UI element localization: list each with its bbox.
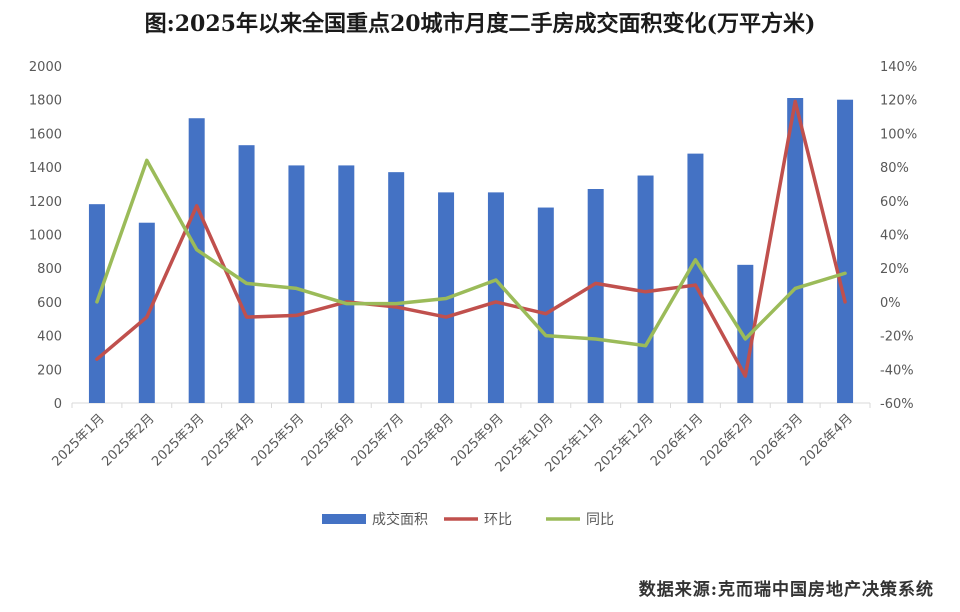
y-left-tick-label: 800 bbox=[37, 262, 62, 277]
axes-group bbox=[71, 402, 871, 408]
y-right-tick-label: -60% bbox=[880, 397, 914, 412]
y-right-tick-label: -40% bbox=[880, 363, 914, 378]
bar bbox=[238, 145, 255, 403]
bar bbox=[687, 153, 704, 403]
x-tick-label: 2026年1月 bbox=[648, 411, 706, 469]
legend: 成交面积 环比 同比 bbox=[322, 511, 614, 528]
x-tick-label: 2025年4月 bbox=[199, 411, 257, 469]
x-tick-label: 2025年5月 bbox=[249, 411, 307, 469]
line-series-同比 bbox=[95, 158, 847, 348]
x-tick-label: 2025年3月 bbox=[149, 411, 207, 469]
x-tick-label: 2026年3月 bbox=[748, 411, 806, 469]
bar bbox=[288, 165, 305, 403]
y-right-tick-label: 80% bbox=[880, 161, 909, 176]
line-series-环比 bbox=[95, 99, 847, 378]
bar bbox=[587, 189, 604, 403]
y-right-tick-label: -20% bbox=[880, 330, 914, 345]
bar-series-group bbox=[88, 98, 854, 404]
y-left-tick-label: 600 bbox=[37, 296, 62, 311]
legend-label: 成交面积 bbox=[372, 511, 428, 528]
bar bbox=[188, 118, 205, 404]
x-tick-label: 2025年8月 bbox=[399, 411, 457, 469]
legend-swatch bbox=[322, 514, 366, 524]
y-right-tick-label: 100% bbox=[880, 127, 917, 142]
bar bbox=[537, 207, 554, 403]
y-left-tick-label: 1800 bbox=[29, 94, 62, 109]
bar bbox=[837, 99, 854, 403]
y-right-tick-label: 20% bbox=[880, 262, 909, 277]
y-left-tick-label: 0 bbox=[54, 397, 62, 412]
y-right-tick-label: 0% bbox=[880, 296, 901, 311]
bar bbox=[787, 98, 804, 403]
bar bbox=[388, 172, 405, 403]
source-note: 数据来源:克而瑞中国房地产决策系统 bbox=[638, 580, 934, 600]
bar bbox=[338, 165, 355, 403]
x-tick-label: 2025年1月 bbox=[50, 411, 108, 469]
chart-title: 图:2025年以来全国重点20城市月度二手房成交面积变化(万平方米) bbox=[144, 11, 816, 37]
y-left-tick-label: 1400 bbox=[29, 161, 62, 176]
y-left-tick-label: 400 bbox=[37, 330, 62, 345]
y-right-tick-label: 60% bbox=[880, 195, 909, 210]
y-left-tick-label: 1000 bbox=[29, 229, 62, 244]
bar bbox=[487, 192, 504, 403]
y-left-tick-label: 200 bbox=[37, 363, 62, 378]
y-right-tick-label: 120% bbox=[880, 94, 917, 109]
line-series-group bbox=[95, 99, 847, 378]
y-left-tick-label: 1200 bbox=[29, 195, 62, 210]
y-left-tick-label: 1600 bbox=[29, 127, 62, 142]
x-tick-label: 2026年4月 bbox=[798, 411, 856, 469]
x-tick-label: 2025年2月 bbox=[99, 411, 157, 469]
y-right-tick-label: 40% bbox=[880, 229, 909, 244]
y-right-tick-label: 140% bbox=[880, 60, 917, 75]
legend-label: 同比 bbox=[586, 512, 614, 528]
legend-label: 环比 bbox=[484, 512, 512, 528]
tick-labels-group: 0 200 400 600 800 1000 1200 1400 1600 1800 2000 -60… bbox=[29, 60, 917, 475]
x-tick-label: 2025年6月 bbox=[299, 411, 357, 469]
y-left-tick-label: 2000 bbox=[29, 60, 62, 75]
x-tick-label: 2025年7月 bbox=[349, 411, 407, 469]
x-tick-label: 2026年2月 bbox=[698, 411, 756, 469]
